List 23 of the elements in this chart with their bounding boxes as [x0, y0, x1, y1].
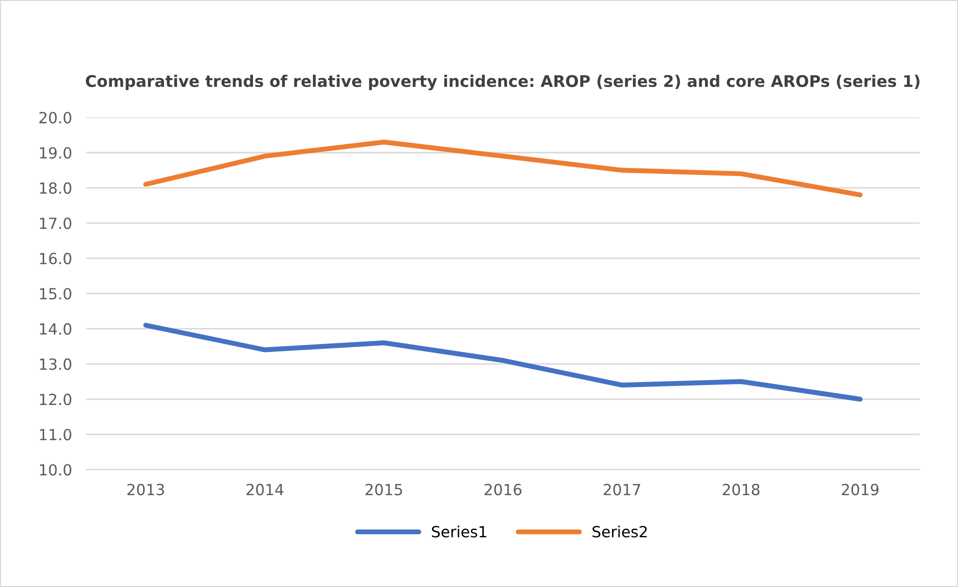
y-tick-label: 12.0: [40, 394, 72, 406]
x-tick-label: 2016: [484, 484, 522, 496]
x-tick-label: 2015: [366, 484, 402, 496]
y-tick-label: 18.0: [40, 182, 72, 194]
x-tick-label: 2013: [127, 484, 164, 496]
y-tick-label: 17.0: [40, 218, 72, 230]
y-tick-label: 19.0: [40, 147, 72, 159]
chart-title: Comparative trends of relative poverty incidence: AROP (series 2) and core AROPs (series 1): [86, 74, 920, 90]
line-series: [143, 140, 863, 198]
x-tick-label: 2014: [246, 484, 284, 496]
legend-label: Series2: [592, 526, 647, 538]
y-tick-label: 14.0: [40, 323, 72, 335]
y-tick-label: 11.0: [40, 428, 72, 440]
y-tick-label: 20.0: [39, 112, 72, 124]
legend-label: Series1: [432, 526, 486, 538]
x-tick-label: 2018: [722, 484, 760, 496]
y-tick-label: 16.0: [40, 252, 72, 264]
x-tick-label: 2017: [604, 484, 640, 496]
line-series: [143, 322, 863, 402]
y-tick-label: 10.0: [40, 464, 72, 476]
y-tick-label: 15.0: [40, 288, 72, 300]
y-tick-label: 13.0: [40, 358, 72, 370]
x-tick-label: 2019: [842, 484, 879, 496]
